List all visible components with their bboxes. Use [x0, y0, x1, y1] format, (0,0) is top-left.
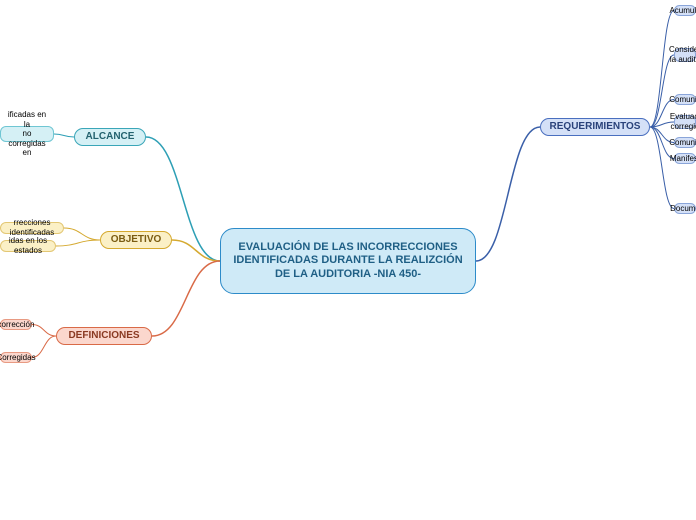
leaf-requerimientos-4: Comunic	[674, 137, 696, 148]
leaf-objetivo-1: idas en los estados	[0, 240, 56, 252]
leaf-requerimientos-6-label: Docume	[670, 204, 696, 214]
leaf-requerimientos-1: Consider la audito	[674, 48, 696, 62]
leaf-requerimientos-1-label: Consider la audito	[669, 45, 696, 64]
leaf-definiciones-0-label: corrección	[0, 320, 34, 330]
branch-definiciones-label: DEFINICIONES	[68, 330, 139, 342]
branch-objetivo: OBJETIVO	[100, 231, 172, 249]
leaf-definiciones-1: Corregidas	[0, 352, 32, 363]
leaf-definiciones-0: corrección	[0, 319, 32, 330]
branch-objetivo-label: OBJETIVO	[111, 234, 162, 246]
leaf-requerimientos-5-label: Manifest	[670, 154, 696, 164]
leaf-requerimientos-5: Manifest	[674, 153, 696, 164]
leaf-requerimientos-3: Evaluaci corregid	[674, 115, 696, 129]
leaf-alcance-0-label: ificadas en la no corregidas en	[6, 110, 48, 158]
leaf-requerimientos-4-label: Comunic	[669, 138, 696, 148]
leaf-definiciones-1-label: Corregidas	[0, 353, 36, 363]
leaf-objetivo-0: rrecciones identificadas	[0, 222, 64, 234]
leaf-requerimientos-2: Comunic	[674, 94, 696, 105]
leaf-objetivo-0-label: rrecciones identificadas	[6, 218, 58, 237]
leaf-requerimientos-0: Acumula	[674, 5, 696, 16]
leaf-requerimientos-0-label: Acumula	[669, 6, 696, 16]
leaf-requerimientos-3-label: Evaluaci corregid	[670, 112, 696, 131]
leaf-objetivo-1-label: idas en los estados	[6, 236, 50, 255]
leaf-alcance-0: ificadas en la no corregidas en	[0, 126, 54, 142]
branch-requerimientos-label: REQUERIMIENTOS	[550, 121, 641, 133]
branch-definiciones: DEFINICIONES	[56, 327, 152, 345]
leaf-requerimientos-6: Docume	[674, 203, 696, 214]
branch-requerimientos: REQUERIMIENTOS	[540, 118, 650, 136]
leaf-requerimientos-2-label: Comunic	[669, 95, 696, 105]
branch-alcance-label: ALCANCE	[86, 131, 135, 143]
center-node-label: EVALUACIÓN DE LAS INCORRECCIONES IDENTIF…	[233, 241, 463, 281]
center-node: EVALUACIÓN DE LAS INCORRECCIONES IDENTIF…	[220, 228, 476, 294]
branch-alcance: ALCANCE	[74, 128, 146, 146]
